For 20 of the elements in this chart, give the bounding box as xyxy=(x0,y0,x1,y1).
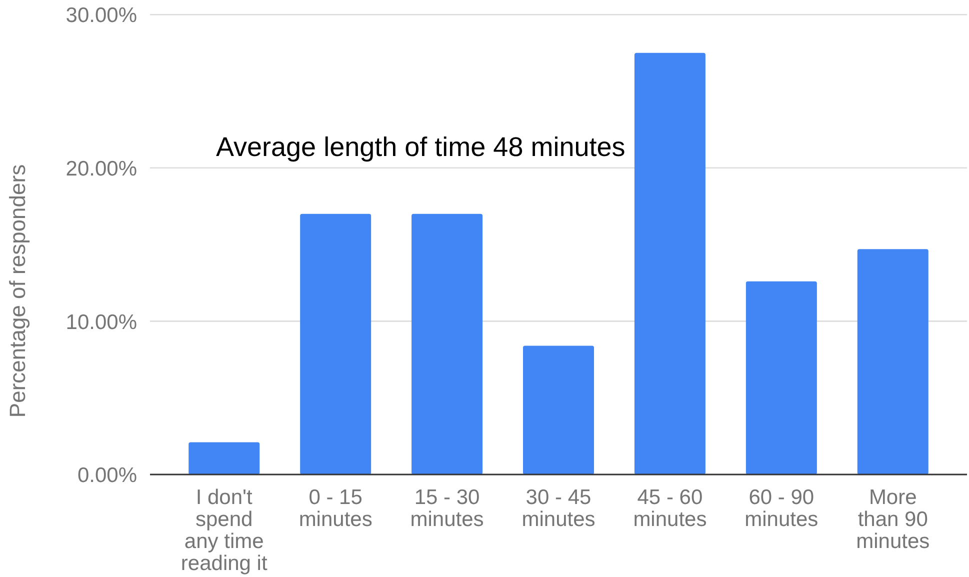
bar xyxy=(857,249,928,474)
x-tick-label: 0 - 15 minutes xyxy=(298,486,372,531)
x-tick-label: 60 - 90 minutes xyxy=(744,486,818,531)
x-tick-label: 15 - 30 minutes xyxy=(410,486,484,531)
x-tick-label: I don't spend any time reading it xyxy=(180,486,268,575)
x-tick-label: 30 - 45 minutes xyxy=(522,486,596,531)
y-tick-label: 30.00% xyxy=(66,4,137,28)
bar xyxy=(523,346,594,474)
y-tick-label: 0.00% xyxy=(77,464,137,488)
bar xyxy=(634,52,706,474)
y-tick-label: 20.00% xyxy=(66,157,137,180)
bar xyxy=(188,442,260,474)
y-tick-label: 10.00% xyxy=(66,310,137,334)
y-axis-title: Percentage of responders xyxy=(5,164,30,418)
bar xyxy=(412,214,483,474)
bar xyxy=(746,281,817,474)
bar xyxy=(300,214,372,474)
x-tick-label: 45 - 60 minutes xyxy=(633,486,707,531)
x-tick-label: More than 90 minutes xyxy=(856,486,930,553)
annotation: Average length of time 48 minutes xyxy=(216,132,626,162)
